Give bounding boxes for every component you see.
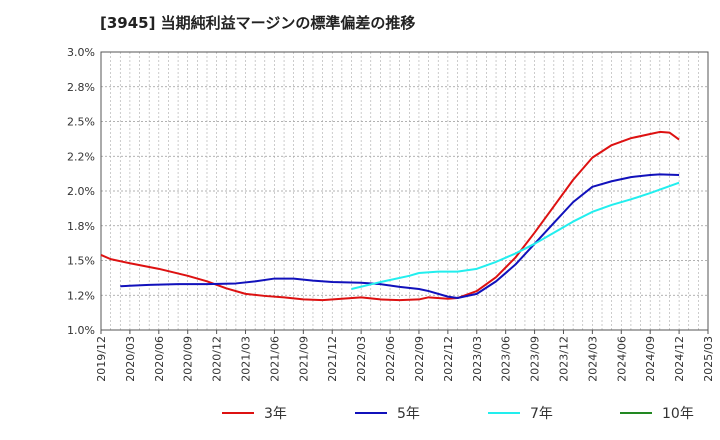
- legend: 3年 5年 7年 10年: [222, 406, 694, 422]
- x-tick-label: 2023/12: [557, 336, 570, 382]
- y-tick-label: 2.5%: [67, 116, 95, 129]
- x-tick-label: 2023/09: [529, 336, 542, 382]
- x-tick-label: 2021/06: [268, 336, 281, 382]
- x-tick-label: 2022/09: [413, 336, 426, 382]
- y-tick-label: 2.0%: [67, 185, 95, 198]
- x-tick-label: 2020/03: [124, 336, 137, 382]
- y-tick-label: 1.0%: [67, 324, 95, 337]
- series-line-5年: [120, 173, 680, 300]
- x-tick-label: 2020/12: [211, 336, 224, 382]
- x-axis-ticks: 2019/12 2020/03 2020/06 2020/09 2020/12 2021/…: [95, 330, 715, 382]
- y-tick-label: 1.2%: [67, 289, 95, 302]
- legend-label: 3年: [264, 406, 287, 422]
- legend-label: 7年: [530, 406, 553, 422]
- x-tick-label: 2022/03: [355, 336, 368, 382]
- x-tick-label: 2023/06: [500, 336, 513, 382]
- x-tick-label: 2020/06: [153, 336, 166, 382]
- x-tick-label: 2021/09: [297, 336, 310, 382]
- legend-label: 5年: [397, 406, 420, 422]
- y-tick-label: 3.0%: [67, 46, 95, 59]
- y-tick-label: 1.5%: [67, 255, 95, 268]
- x-tick-label: 2020/09: [182, 336, 195, 382]
- x-tick-label: 2025/03: [702, 336, 715, 382]
- x-tick-label: 2024/12: [673, 336, 686, 382]
- legend-label: 10年: [662, 406, 694, 422]
- y-tick-label: 2.8%: [67, 81, 95, 94]
- y-tick-label: 1.8%: [67, 220, 95, 233]
- x-tick-label: 2019/12: [95, 336, 108, 382]
- series-lines: [100, 130, 680, 302]
- x-tick-label: 2024/06: [615, 336, 628, 382]
- x-tick-label: 2023/03: [471, 336, 484, 382]
- x-tick-label: 2022/12: [442, 336, 455, 382]
- chart-title: [3945] 当期純利益マージンの標準偏差の推移: [100, 14, 416, 32]
- y-axis-ticks: 1.0% 1.2% 1.5% 1.8% 2.0% 2.2% 2.5% 2.8% 3.0%: [67, 46, 95, 337]
- x-tick-label: 2021/12: [326, 336, 339, 382]
- x-tick-label: 2022/06: [384, 336, 397, 382]
- y-tick-label: 2.2%: [67, 150, 95, 163]
- series-line-7年: [351, 181, 680, 290]
- x-tick-label: 2024/03: [586, 336, 599, 382]
- plot-frame: [100, 51, 709, 331]
- x-tick-label: 2024/09: [644, 336, 657, 382]
- x-tick-label: 2021/03: [240, 336, 253, 382]
